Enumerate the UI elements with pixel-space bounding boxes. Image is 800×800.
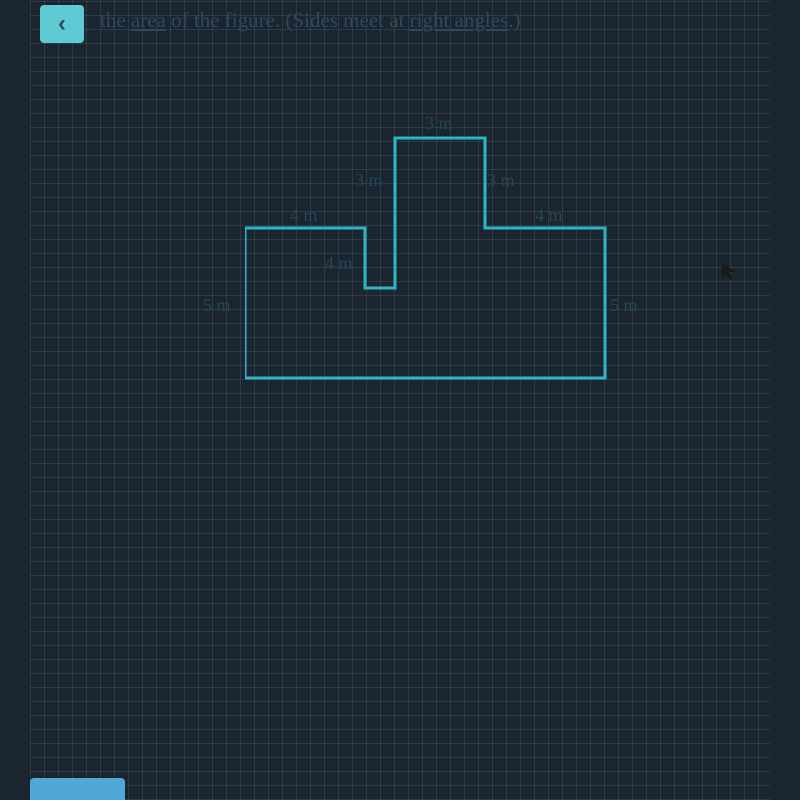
question-prefix: the	[100, 8, 131, 32]
label-right-5m: 5 m	[610, 295, 638, 316]
label-left-5m: 5 m	[203, 295, 231, 316]
geometry-diagram: 3 m 3 m 3 m 4 m 4 m 4 m 5 m 5 m	[245, 135, 685, 475]
question-underline-area: area	[131, 8, 166, 32]
chevron-left-icon: ‹	[58, 10, 66, 38]
question-suffix: .)	[508, 8, 520, 32]
label-right-3m: 3 m	[487, 170, 515, 191]
question-middle: of the figure. (Sides meet at	[166, 8, 410, 32]
bottom-tab[interactable]	[30, 778, 125, 800]
label-inner-4m: 4 m	[325, 253, 353, 274]
cursor-icon	[720, 260, 738, 288]
label-left-3m: 3 m	[355, 170, 383, 191]
question-underline-right-angles: right angles	[410, 8, 509, 32]
label-top-3m: 3 m	[425, 113, 453, 134]
back-button[interactable]: ‹	[40, 5, 84, 43]
figure-shape	[245, 135, 685, 415]
label-right-4m: 4 m	[535, 205, 563, 226]
label-left-4m: 4 m	[290, 205, 318, 226]
geometry-figure-polygon	[245, 138, 605, 378]
question-text: the area of the figure. (Sides meet at r…	[100, 8, 520, 33]
content-screen: ‹ the area of the figure. (Sides meet at…	[30, 0, 770, 800]
